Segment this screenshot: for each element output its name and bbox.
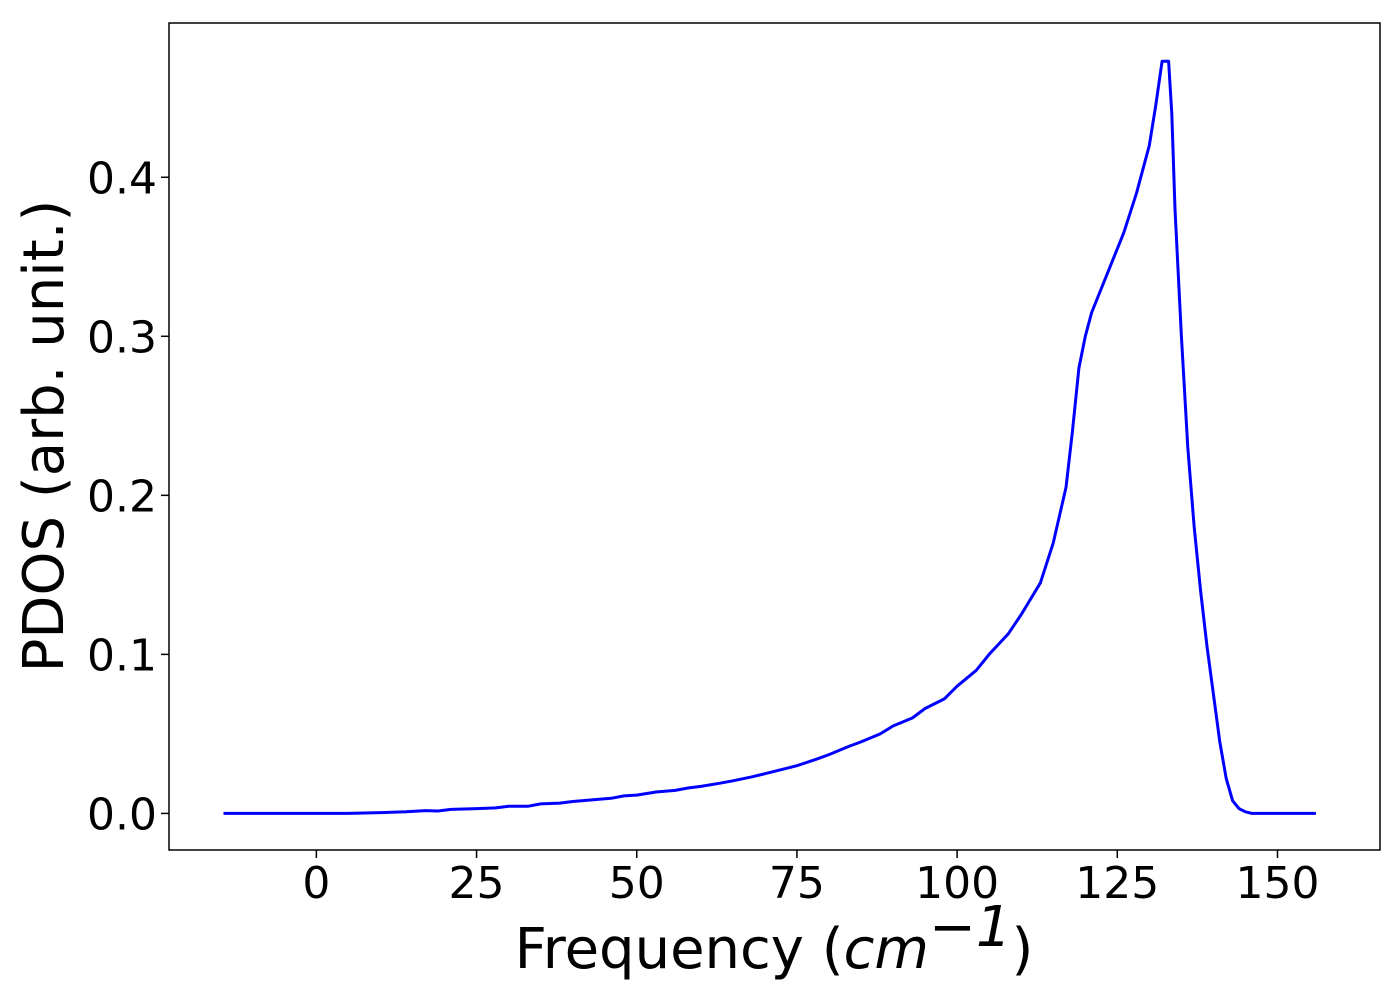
x-axis-label-prefix: Frequency ( [515,917,844,982]
x-axis-label: Frequency (cm−1) [515,895,1034,982]
x-axis-label-suffix: ) [1012,917,1034,982]
y-tick-label: 0.3 [87,312,157,363]
x-tick-label: 25 [449,858,505,909]
y-tick-label: 0.1 [87,630,157,681]
y-axis-ticks: 0.0 0.1 0.2 0.3 0.4 [87,153,169,840]
x-tick-label: 75 [769,858,825,909]
plot-frame [168,22,1381,851]
x-axis-label-unit: cm [844,917,929,982]
x-tick-label: 50 [609,858,665,909]
y-tick-label: 0.2 [87,471,157,522]
y-tick-label: 0.0 [87,789,157,840]
x-axis-label-exponent: −1 [929,895,1012,960]
x-tick-label: 100 [915,858,999,909]
x-tick-label: 0 [302,858,330,909]
y-tick-label: 0.4 [87,153,157,204]
pdos-series-line [223,59,1316,815]
y-axis-label: PDOS (arb. unit.) [12,200,77,673]
x-axis-ticks: 0 25 50 75 100 125 150 [302,850,1319,909]
x-tick-label: 125 [1075,858,1159,909]
x-tick-label: 150 [1235,858,1319,909]
series-layer [223,59,1316,815]
